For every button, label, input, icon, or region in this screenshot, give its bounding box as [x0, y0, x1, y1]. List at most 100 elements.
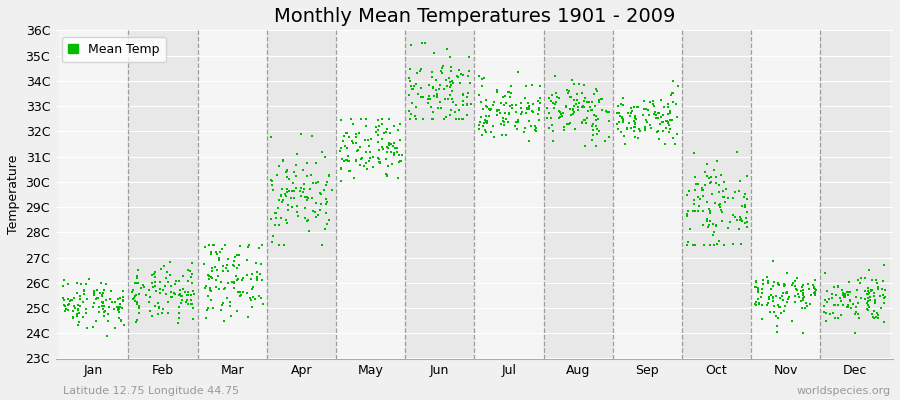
Point [796, 282, 810, 288]
Point [198, 284, 212, 291]
Point [687, 197, 701, 203]
Point [161, 310, 176, 317]
Point [380, 126, 394, 132]
Point [205, 305, 220, 311]
Point [620, 126, 634, 132]
Point [230, 276, 244, 283]
Point [680, 192, 695, 198]
Point [304, 194, 319, 201]
Point [184, 301, 198, 307]
Point [841, 292, 855, 298]
Point [199, 315, 213, 321]
Point [585, 123, 599, 129]
Point [250, 269, 265, 275]
Point [393, 157, 408, 164]
Point [58, 306, 73, 312]
Point [806, 282, 821, 288]
Point [706, 229, 721, 235]
Point [520, 104, 535, 111]
Point [580, 115, 594, 122]
Point [531, 107, 545, 114]
Point [860, 285, 875, 291]
Point [680, 208, 695, 214]
Point [375, 144, 390, 150]
Point [300, 160, 314, 166]
Point [739, 219, 753, 225]
Point [356, 155, 370, 162]
Point [279, 217, 293, 224]
Point [807, 284, 822, 290]
Point [796, 296, 811, 303]
Bar [821, 30, 889, 358]
Point [97, 312, 112, 319]
Point [843, 298, 858, 304]
Point [231, 252, 246, 258]
Point [100, 333, 114, 339]
Point [724, 219, 738, 225]
Point [371, 155, 385, 161]
Point [749, 302, 763, 308]
Point [751, 289, 765, 295]
Point [760, 300, 775, 307]
Point [409, 80, 423, 87]
Point [301, 197, 315, 204]
Point [754, 294, 769, 300]
Point [70, 311, 85, 318]
Point [220, 295, 234, 301]
Point [630, 104, 644, 110]
Point [128, 298, 142, 304]
Point [838, 293, 852, 299]
Point [666, 78, 680, 84]
Bar [405, 30, 474, 358]
Point [806, 285, 821, 292]
Point [680, 242, 694, 248]
Point [58, 303, 72, 309]
Point [663, 110, 678, 116]
Point [388, 145, 402, 151]
Point [78, 310, 93, 316]
Point [474, 114, 489, 120]
Point [490, 107, 504, 114]
Point [391, 127, 405, 134]
Point [390, 148, 404, 155]
Point [695, 187, 709, 194]
Point [423, 96, 437, 102]
Point [862, 267, 877, 274]
Point [514, 104, 528, 111]
Point [501, 118, 516, 125]
Y-axis label: Temperature: Temperature [7, 155, 20, 234]
Point [650, 129, 664, 135]
Point [860, 307, 875, 313]
Point [637, 126, 652, 133]
Point [824, 290, 839, 297]
Point [798, 300, 813, 306]
Point [287, 169, 302, 176]
Point [598, 108, 613, 114]
Point [716, 188, 731, 194]
Point [116, 288, 130, 294]
Point [440, 83, 454, 89]
Point [354, 116, 368, 122]
Point [252, 293, 266, 300]
Point [98, 280, 112, 287]
Point [130, 273, 144, 280]
Point [772, 303, 787, 310]
Point [227, 263, 241, 269]
Point [703, 210, 717, 216]
Point [708, 174, 723, 180]
Point [479, 96, 493, 103]
Point [487, 134, 501, 140]
Point [209, 277, 223, 283]
Point [146, 284, 160, 290]
Point [876, 277, 890, 284]
Point [638, 124, 652, 130]
Point [301, 197, 315, 203]
Point [528, 128, 543, 134]
Point [449, 102, 464, 108]
Point [615, 113, 629, 120]
Point [368, 129, 382, 135]
Point [720, 224, 734, 231]
Point [700, 218, 715, 224]
Point [234, 292, 248, 298]
Point [179, 299, 194, 305]
